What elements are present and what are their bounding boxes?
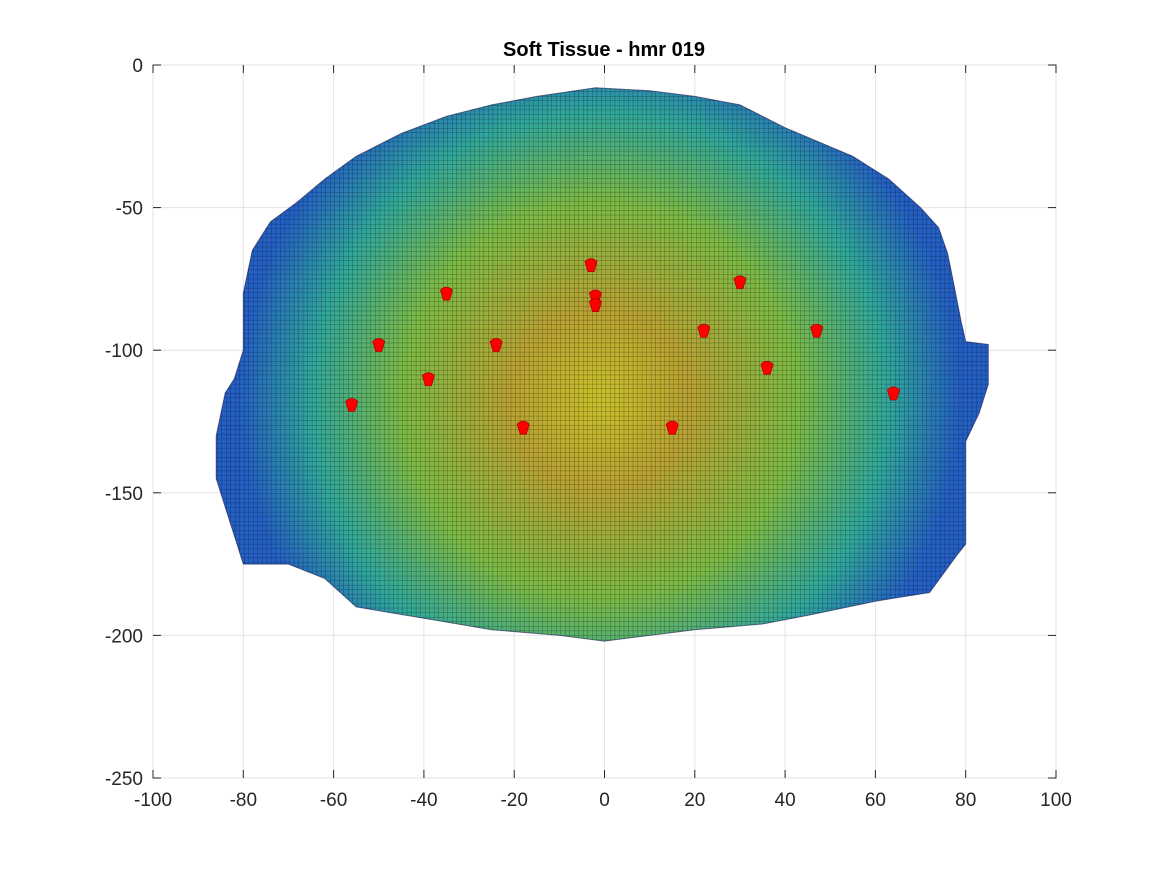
x-tick-label: 100 (1040, 790, 1072, 811)
y-tick-label: -100 (105, 341, 143, 362)
marker-point (421, 372, 435, 387)
x-tick-label: -80 (230, 790, 257, 811)
x-axis: -100 -80 -60 -40 -20 0 20 40 60 80 100 (134, 65, 1072, 811)
y-tick-label: -150 (105, 484, 143, 505)
marker-point (584, 258, 598, 273)
x-tick-label: 20 (684, 790, 705, 811)
surface-edge (215, 87, 989, 642)
marker-point (489, 338, 503, 352)
x-tick-label: -100 (134, 790, 172, 811)
y-axis: 0 -50 -100 -150 -200 -250 (105, 56, 1056, 790)
x-tick-label: -60 (320, 790, 347, 811)
x-tick-label: 40 (775, 790, 796, 811)
marker-point (345, 397, 359, 412)
surface-mesh (216, 87, 989, 642)
y-tick-label: -250 (105, 769, 143, 790)
marker-point (760, 360, 774, 375)
surface-group (215, 87, 989, 642)
x-tick-label: -40 (410, 790, 437, 811)
marker-point (440, 286, 453, 301)
y-tick-label: -50 (116, 199, 143, 220)
x-tick-label: -20 (500, 790, 527, 811)
chart-title: Soft Tissue - hmr 019 (503, 39, 705, 61)
x-tick-label: 0 (599, 790, 610, 811)
marker-point (665, 420, 679, 435)
marker-point (516, 420, 530, 435)
marker-point (810, 323, 824, 338)
marker-point (697, 323, 711, 338)
y-tick-label: 0 (132, 56, 143, 77)
marker-series (345, 258, 900, 435)
x-tick-label: 80 (955, 790, 976, 811)
y-tick-label: -200 (105, 626, 143, 647)
marker-point (887, 386, 900, 401)
marker-point (372, 338, 386, 352)
marker-point (589, 298, 602, 312)
x-tick-label: 60 (865, 790, 886, 811)
marker-point (733, 275, 747, 290)
